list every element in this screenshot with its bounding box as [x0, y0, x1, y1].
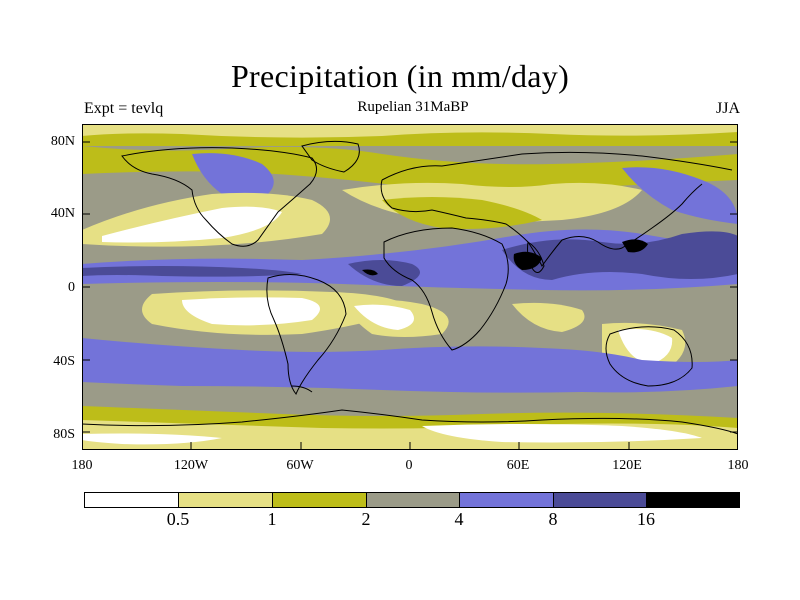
field-ne-pacific-arid	[102, 206, 282, 243]
legend-label-4: 4	[454, 509, 464, 529]
x-tick-120w: 120W	[173, 458, 209, 473]
field-indian-dry	[512, 302, 585, 332]
y-tick-40n: 40N	[50, 206, 75, 221]
legend-box-6	[646, 492, 740, 508]
field-s-atlantic-arid	[354, 304, 414, 330]
x-tick-120e: 120E	[612, 458, 642, 473]
legend-label-2: 2	[361, 509, 371, 529]
y-tick-80n: 80N	[50, 134, 75, 149]
coast-australia	[605, 326, 693, 387]
legend-box-1	[178, 492, 273, 508]
field-se-pacific-arid	[182, 297, 320, 326]
field-itcz-pacific	[82, 266, 302, 277]
field-north-africa-olive	[382, 197, 542, 229]
legend-box-5	[553, 492, 647, 508]
field-itcz-atlantic	[348, 260, 420, 286]
coast-south-america	[266, 274, 347, 395]
coastlines	[82, 140, 738, 435]
legend-box-0	[84, 492, 179, 508]
coast-india	[527, 241, 545, 273]
field-antarctic-arid	[422, 424, 702, 443]
coast-eurasia	[380, 151, 733, 267]
x-tick-60w: 60W	[286, 458, 314, 473]
y-tick-equator: 0	[68, 280, 75, 295]
field-southern-storm-track	[82, 338, 738, 393]
field-arctic-dry	[82, 124, 738, 138]
y-tick-80s: 80S	[53, 427, 75, 442]
x-tick-180e: 180	[727, 458, 749, 473]
field-africa-extreme	[362, 269, 378, 276]
field-north-pacific-wet	[622, 167, 738, 224]
coast-north-america	[121, 147, 317, 247]
field-north-america-wet	[192, 153, 274, 199]
field-monsoon-asia	[502, 231, 738, 280]
legend-label-16: 16	[637, 509, 655, 529]
precipitation-map	[82, 124, 738, 450]
coast-antarctica	[82, 409, 738, 435]
y-tick-40s: 40S	[53, 354, 75, 369]
coast-patagonia	[291, 385, 313, 393]
experiment-label: Expt = tevlq	[84, 100, 164, 117]
legend-label-8: 8	[548, 509, 558, 529]
x-tick-0: 0	[405, 458, 413, 473]
field-australia-arid	[618, 329, 673, 364]
season-label: JJA	[715, 100, 740, 117]
legend-label-0-5: 0.5	[166, 509, 190, 529]
field-antarctic-arid-west	[82, 433, 222, 445]
legend-box-4	[459, 492, 554, 508]
field-india-extreme	[513, 251, 542, 270]
legend-box-3	[366, 492, 460, 508]
legend-box-2	[272, 492, 367, 508]
page-title: Precipitation (in mm/day)	[230, 58, 570, 94]
subtitle: Rupelian 31MaBP	[357, 99, 469, 115]
coast-africa	[383, 227, 509, 351]
legend-label-1: 1	[267, 509, 277, 529]
x-tick-180w: 180	[71, 458, 93, 473]
x-tick-60e: 60E	[506, 458, 530, 473]
axis-ticks	[82, 141, 738, 450]
field-china-extreme	[622, 239, 648, 253]
coast-greenland	[301, 140, 360, 173]
